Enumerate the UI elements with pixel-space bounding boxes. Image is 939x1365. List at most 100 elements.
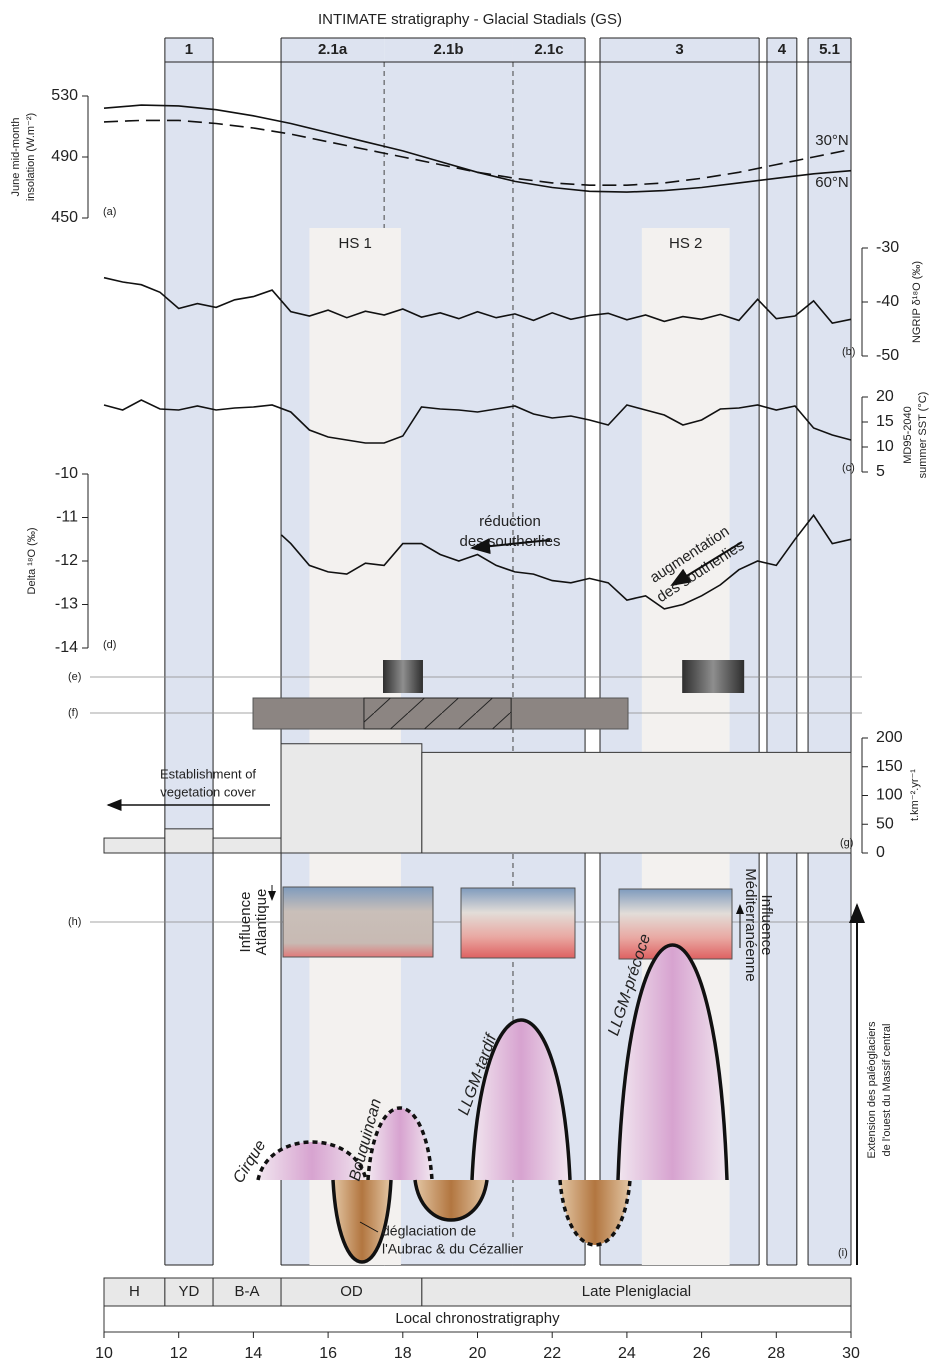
period-label: YD	[179, 1283, 200, 1300]
glacier-outline	[366, 1106, 434, 1181]
y-tick-label: 0	[876, 844, 885, 861]
glacier-outline	[470, 1018, 572, 1181]
stadial-label: 2.1c	[534, 41, 563, 58]
y-axis-title: Delta ¹⁸O (‰)	[26, 528, 38, 595]
annotation: réduction	[479, 513, 541, 530]
x-tick-label: 24	[618, 1345, 636, 1362]
period	[280, 1277, 423, 1307]
panel-label: (f)	[68, 707, 78, 719]
stadial-label: 1	[185, 41, 193, 58]
stadial-label: 3	[675, 41, 683, 58]
chrono-box	[103, 1305, 852, 1333]
glacier-lobe	[472, 1020, 570, 1180]
x-tick-label: 20	[469, 1345, 487, 1362]
panel-label: (b)	[842, 346, 855, 358]
y-tick-label: -11	[56, 509, 78, 526]
x-tick-label: 14	[245, 1345, 263, 1362]
period-label: Late Pleniglacial	[582, 1283, 691, 1300]
y-tick-label: 200	[876, 729, 903, 746]
annotation: Establishment of	[160, 766, 256, 781]
x-tick-label: 30	[842, 1345, 860, 1362]
y-tick-label: -10	[55, 465, 78, 482]
y-tick-label: 530	[51, 87, 78, 104]
x-tick-label: 28	[767, 1345, 785, 1362]
influence-label: Atlantique	[253, 889, 270, 956]
x-tick-label: 10	[95, 1345, 113, 1362]
series-label: 60°N	[815, 174, 849, 191]
period	[103, 1277, 166, 1307]
hatched-interval	[363, 697, 512, 730]
glacier-outline	[558, 1179, 632, 1247]
stadial-label: 2.1b	[434, 41, 464, 58]
glacier-lobe	[258, 1142, 366, 1180]
stadial-label: 2.1a	[318, 41, 348, 58]
stadial-band	[766, 38, 797, 1265]
deglaciation-label: l'Aubrac & du Cézallier	[382, 1241, 524, 1257]
y-tick-label: 15	[876, 413, 894, 430]
wind-box	[460, 887, 576, 959]
series-label: 30°N	[815, 132, 849, 149]
y-axis-title: summer SST (°C)	[917, 392, 929, 479]
y-axis-title: NGRIP δ¹⁸O (‰)	[911, 261, 923, 343]
bar	[280, 743, 423, 854]
extension-title: Extension des paléoglaciers	[866, 1021, 878, 1158]
panel-label: (a)	[103, 206, 116, 218]
stadial-label: 4	[778, 41, 787, 58]
y-tick-label: 10	[876, 438, 894, 455]
period-label: H	[129, 1283, 140, 1300]
extension-title: de l'ouest du Massif central	[881, 1024, 893, 1157]
y-tick-label: 450	[51, 209, 78, 226]
y-tick-label: 100	[876, 787, 903, 804]
glacier-lobe	[368, 1108, 432, 1180]
y-axis-title: t.km⁻².yr⁻¹	[909, 769, 921, 821]
glacier-lobe	[333, 1180, 391, 1262]
annotation-arrow	[670, 541, 743, 587]
y-tick-label: 50	[876, 815, 894, 832]
glacier-lobe	[560, 1180, 630, 1245]
y-tick-label: -13	[55, 596, 78, 613]
period-label: OD	[340, 1283, 363, 1300]
y-axis-title: MD95-2040	[902, 406, 914, 463]
bar	[103, 837, 166, 854]
y-tick-label: -14	[55, 639, 78, 656]
bar	[212, 837, 282, 854]
y-tick-label: -50	[876, 347, 899, 364]
x-tick-label: 12	[170, 1345, 188, 1362]
panel-label: (d)	[103, 639, 116, 651]
stadial-band	[164, 38, 214, 1265]
period-label: B-A	[235, 1283, 260, 1300]
influence-label: Méditerranéenne	[742, 868, 759, 981]
annotation: vegetation cover	[160, 784, 256, 799]
glacier-lobe	[618, 945, 727, 1180]
line-series	[103, 104, 852, 193]
chrono-title: Local chronostratigraphy	[395, 1310, 560, 1327]
heinrich-label: HS 1	[338, 235, 371, 252]
bar	[421, 751, 852, 854]
panel-label: (i)	[838, 1247, 848, 1259]
y-tick-label: 20	[876, 388, 894, 405]
y-axis-title: June mid-month	[10, 118, 22, 197]
line-series	[280, 513, 852, 610]
y-tick-label: -12	[55, 552, 78, 569]
leader	[359, 1221, 379, 1233]
x-tick-label: 18	[394, 1345, 412, 1362]
wind-box	[282, 886, 434, 958]
heinrich-label: HS 2	[669, 235, 702, 252]
panel-label: (c)	[842, 462, 855, 474]
influence-label: Influence	[758, 895, 775, 956]
stadial-band	[808, 38, 851, 1265]
period	[421, 1277, 852, 1307]
annotation-arrow	[470, 538, 551, 555]
glacier-outline	[616, 943, 729, 1181]
y-axis-title: insolation (W.m⁻²)	[25, 113, 37, 201]
y-tick-label: 5	[876, 463, 885, 480]
y-tick-label: 490	[51, 148, 78, 165]
y-tick-label: -40	[876, 293, 899, 310]
figure-title: INTIMATE stratigraphy - Glacial Stadials…	[318, 11, 622, 28]
influence-label: Influence	[237, 892, 254, 953]
glacier-outline	[413, 1179, 489, 1222]
y-tick-label: -30	[876, 239, 899, 256]
interval	[383, 660, 423, 693]
